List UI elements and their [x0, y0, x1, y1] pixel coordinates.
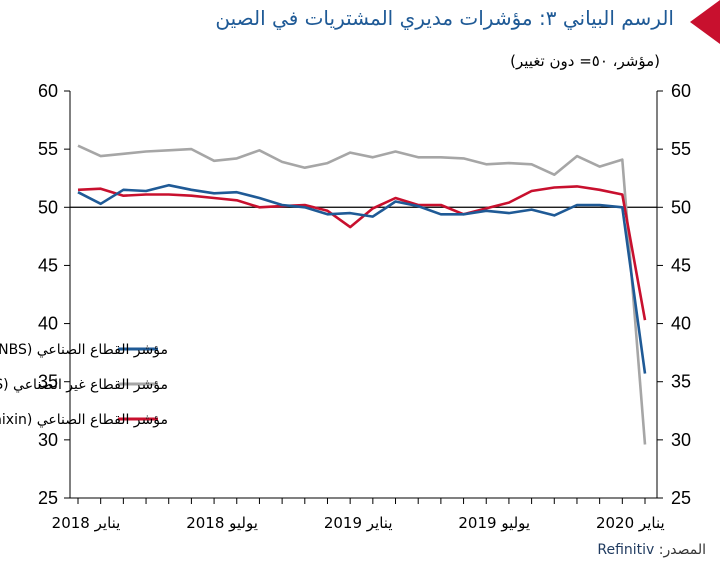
y-tick-label-right: 50 — [671, 197, 691, 217]
chart-title: الرسم البياني ٣: مؤشرات مديري المشتريات … — [215, 6, 674, 30]
y-tick-label-right: 30 — [671, 430, 691, 450]
legend: مؤشر القطاع الصناعي (NBS) مؤشر القطاع غير… — [0, 342, 168, 428]
y-tick-label-right: 55 — [671, 139, 691, 159]
y-tick-label: 60 — [38, 81, 58, 101]
x-tick-label: يوليو 2019 — [458, 514, 530, 532]
series-line-3 — [77, 185, 647, 321]
y-tick-label-right: 25 — [671, 488, 691, 508]
y-tick-label-right: 35 — [671, 372, 691, 392]
x-tick-label: يوليو 2018 — [186, 514, 258, 532]
y-tick-label-right: 60 — [671, 81, 691, 101]
y-tick-label-right: 45 — [671, 255, 691, 275]
plot-frame — [69, 91, 658, 499]
series-line-1 — [77, 183, 647, 374]
y-tick-label: 55 — [38, 139, 58, 159]
y-tick-label: 30 — [38, 430, 58, 450]
title-accent-flag — [690, 0, 720, 44]
x-tick-label: يناير 2018 — [52, 514, 121, 532]
legend-label: مؤشر القطاع غير الصناعي (NBS) — [0, 377, 168, 393]
y-tick-label: 50 — [38, 197, 58, 217]
x-tick-label: يناير 2019 — [324, 514, 393, 532]
series-line-2 — [77, 144, 647, 445]
y-axis-right: 25 30 35 40 45 50 55 60 — [657, 81, 691, 508]
source-note: المصدر: Refinitiv — [597, 542, 706, 558]
y-tick-label: 40 — [38, 314, 58, 334]
y-tick-label: 25 — [38, 488, 58, 508]
source-label: المصدر: — [658, 542, 706, 558]
y-tick-label: 45 — [38, 255, 58, 275]
chart-subtitle: (مؤشر، ٥٠= دون تغيير) — [510, 52, 660, 70]
series-lines — [77, 144, 647, 445]
x-axis: يناير 2018 يوليو 2018 يناير 2019 يوليو 2019… — [52, 498, 665, 532]
y-tick-label: 35 — [38, 372, 58, 392]
legend-label: مؤشر القطاع الصناعي (Caixin) — [0, 412, 168, 428]
x-tick-label: يناير 2020 — [596, 514, 665, 532]
source-name: Refinitiv — [597, 542, 655, 558]
legend-label: مؤشر القطاع الصناعي (NBS) — [0, 342, 168, 358]
y-axis-left: 25 30 35 40 45 50 55 60 — [38, 81, 70, 508]
y-tick-label-right: 40 — [671, 314, 691, 334]
